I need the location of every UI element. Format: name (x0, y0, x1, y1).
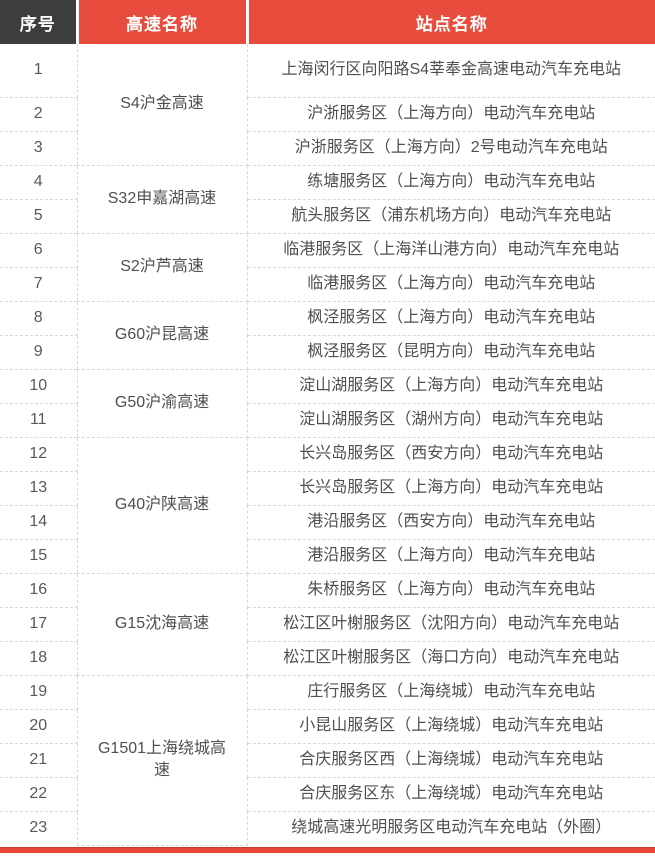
serial-number-cell: 1 (0, 44, 78, 98)
highway-name-cell: S4沪金高速 (77, 44, 248, 166)
serial-number-cell: 14 (0, 505, 78, 540)
table-row: 14 港沿服务区（西安方向）电动汽车充电站 (0, 505, 655, 540)
header-station-name: 站点名称 (245, 0, 655, 44)
station-name-cell: 淀山湖服务区（上海方向）电动汽车充电站 (247, 369, 655, 404)
station-name-cell: 航头服务区（浦东机场方向）电动汽车充电站 (247, 199, 655, 234)
table-row: 11 淀山湖服务区（湖州方向）电动汽车充电站 (0, 403, 655, 438)
station-name-cell: 淀山湖服务区（湖州方向）电动汽车充电站 (247, 403, 655, 438)
station-name-cell: 朱桥服务区（上海方向）电动汽车充电站 (247, 573, 655, 608)
serial-number-cell: 4 (0, 165, 78, 200)
table-row: 5 航头服务区（浦东机场方向）电动汽车充电站 (0, 199, 655, 234)
table-row: 17 松江区叶榭服务区（沈阳方向）电动汽车充电站 (0, 607, 655, 642)
serial-number-cell: 12 (0, 437, 78, 472)
serial-number-cell: 3 (0, 131, 78, 166)
table-row: 16 G15沈海高速 朱桥服务区（上海方向）电动汽车充电站 (0, 573, 655, 676)
table-body: 1 S4沪金高速 上海闵行区向阳路S4莘奉金高速电动汽车充电站 2 沪浙服务区（上海方向… (0, 44, 655, 846)
station-name-cell: 练塘服务区（上海方向）电动汽车充电站 (247, 165, 655, 200)
station-name-cell: 长兴岛服务区（上海方向）电动汽车充电站 (247, 471, 655, 506)
highway-name-cell: G15沈海高速 (77, 573, 248, 676)
table-row: 6 S2沪芦高速 临港服务区（上海洋山港方向）电动汽车充电站 (0, 233, 655, 302)
highway-name-cell: G50沪渝高速 (77, 369, 248, 438)
station-name-cell: 绕城高速光明服务区电动汽车充电站（外圈） (247, 811, 655, 845)
highway-name-cell: G60沪昆高速 (77, 301, 248, 370)
serial-number-cell: 8 (0, 301, 78, 336)
station-name-cell: 枫泾服务区（昆明方向）电动汽车充电站 (247, 335, 655, 370)
serial-number-cell: 20 (0, 709, 78, 744)
station-name-cell: 沪浙服务区（上海方向）电动汽车充电站 (247, 97, 655, 132)
station-name-cell: 港沿服务区（上海方向）电动汽车充电站 (247, 539, 655, 574)
station-name-cell: 长兴岛服务区（西安方向）电动汽车充电站 (247, 437, 655, 472)
header-highway-name: 高速名称 (75, 0, 247, 44)
table-row: 13 长兴岛服务区（上海方向）电动汽车充电站 (0, 471, 655, 506)
table-row: 8 G60沪昆高速 枫泾服务区（上海方向）电动汽车充电站 (0, 301, 655, 370)
serial-number-cell: 2 (0, 97, 78, 132)
serial-number-cell: 22 (0, 777, 78, 812)
highway-name-cell: S32申嘉湖高速 (77, 165, 248, 234)
table-row: 1 S4沪金高速 上海闵行区向阳路S4莘奉金高速电动汽车充电站 (0, 44, 655, 166)
station-name-cell: 上海闵行区向阳路S4莘奉金高速电动汽车充电站 (247, 44, 655, 98)
table-row: 9 枫泾服务区（昆明方向）电动汽车充电站 (0, 335, 655, 370)
serial-number-cell: 5 (0, 199, 78, 234)
table-row: 21 合庆服务区西（上海绕城）电动汽车充电站 (0, 743, 655, 778)
table-row: 22 合庆服务区东（上海绕城）电动汽车充电站 (0, 777, 655, 812)
serial-number-cell: 15 (0, 539, 78, 574)
station-name-cell: 小昆山服务区（上海绕城）电动汽车充电站 (247, 709, 655, 744)
table-row: 20 小昆山服务区（上海绕城）电动汽车充电站 (0, 709, 655, 744)
highway-name-cell: G40沪陕高速 (77, 437, 248, 574)
serial-number-cell: 9 (0, 335, 78, 370)
table-row: 4 S32申嘉湖高速 练塘服务区（上海方向）电动汽车充电站 (0, 165, 655, 234)
station-name-cell: 合庆服务区东（上海绕城）电动汽车充电站 (247, 777, 655, 812)
table-row: 2 沪浙服务区（上海方向）电动汽车充电站 (0, 97, 655, 132)
highway-name-cell: S2沪芦高速 (77, 233, 248, 302)
serial-number-cell: 10 (0, 369, 78, 404)
serial-number-cell: 18 (0, 641, 78, 676)
header-serial-number: 序号 (0, 0, 77, 44)
table-row: 18 松江区叶榭服务区（海口方向）电动汽车充电站 (0, 641, 655, 676)
serial-number-cell: 6 (0, 233, 78, 268)
station-name-cell: 枫泾服务区（上海方向）电动汽车充电站 (247, 301, 655, 336)
serial-number-cell: 21 (0, 743, 78, 778)
station-name-cell: 合庆服务区西（上海绕城）电动汽车充电站 (247, 743, 655, 778)
table-row: 12 G40沪陕高速 长兴岛服务区（西安方向）电动汽车充电站 (0, 437, 655, 574)
bottom-red-divider (0, 846, 655, 853)
station-name-cell: 沪浙服务区（上海方向）2号电动汽车充电站 (247, 131, 655, 166)
table-row: 23 绕城高速光明服务区电动汽车充电站（外圈） (0, 811, 655, 845)
station-name-cell: 松江区叶榭服务区（海口方向）电动汽车充电站 (247, 641, 655, 676)
serial-number-cell: 7 (0, 267, 78, 302)
table-row: 3 沪浙服务区（上海方向）2号电动汽车充电站 (0, 131, 655, 166)
table-row: 7 临港服务区（上海方向）电动汽车充电站 (0, 267, 655, 302)
highway-name-cell: G1501上海绕城高速 (77, 675, 248, 846)
header-row: 序号 高速名称 站点名称 (0, 0, 655, 44)
table-row: 19 G1501上海绕城高速 庄行服务区（上海绕城）电动汽车充电站 (0, 675, 655, 846)
serial-number-cell: 17 (0, 607, 78, 642)
table-row: 15 港沿服务区（上海方向）电动汽车充电站 (0, 539, 655, 574)
station-name-cell: 临港服务区（上海方向）电动汽车充电站 (247, 267, 655, 302)
station-name-cell: 庄行服务区（上海绕城）电动汽车充电站 (247, 675, 655, 710)
serial-number-cell: 13 (0, 471, 78, 506)
serial-number-cell: 16 (0, 573, 78, 608)
serial-number-cell: 19 (0, 675, 78, 710)
table-row: 10 G50沪渝高速 淀山湖服务区（上海方向）电动汽车充电站 (0, 369, 655, 438)
station-name-cell: 港沿服务区（西安方向）电动汽车充电站 (247, 505, 655, 540)
station-name-cell: 临港服务区（上海洋山港方向）电动汽车充电站 (247, 233, 655, 268)
table-header: 序号 高速名称 站点名称 (0, 0, 655, 44)
serial-number-cell: 11 (0, 403, 78, 438)
station-name-cell: 松江区叶榭服务区（沈阳方向）电动汽车充电站 (247, 607, 655, 642)
serial-number-cell: 23 (0, 811, 78, 845)
